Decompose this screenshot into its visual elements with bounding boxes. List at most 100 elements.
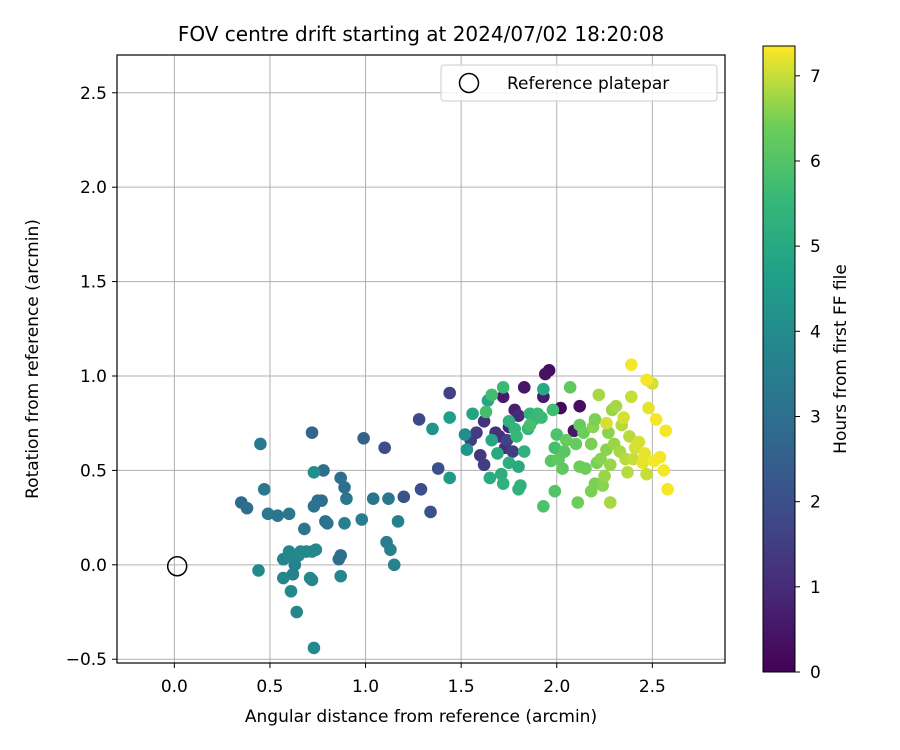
data-point — [640, 467, 653, 481]
data-point — [340, 492, 353, 506]
data-point — [632, 435, 646, 449]
data-point — [510, 430, 523, 443]
colorbar-tick-label: 1 — [810, 578, 821, 598]
data-point — [466, 407, 479, 421]
data-point — [305, 426, 319, 439]
data-point — [491, 447, 504, 460]
data-point — [625, 390, 638, 404]
data-point — [642, 401, 655, 415]
x-tick-label: 2.0 — [543, 677, 570, 697]
plot-frame — [116, 54, 726, 664]
data-point — [500, 433, 514, 447]
data-point — [307, 499, 321, 513]
data-point — [412, 413, 426, 426]
legend-marker-icon — [458, 72, 480, 94]
data-point — [502, 456, 516, 470]
data-point — [443, 471, 456, 485]
data-point — [592, 388, 606, 402]
data-point — [653, 450, 667, 464]
y-axis-ticks: −0.5 0.0 0.5 1.0 1.5 2.0 2.5 — [66, 84, 117, 670]
data-point — [307, 465, 321, 479]
data-point — [458, 428, 472, 441]
data-point — [477, 415, 491, 428]
data-point — [602, 426, 615, 439]
data-point — [309, 543, 323, 557]
data-point — [378, 441, 391, 455]
data-point — [594, 452, 608, 466]
data-point — [659, 424, 673, 438]
reference-platepar-marker — [166, 555, 188, 577]
data-point — [338, 516, 351, 530]
data-point — [640, 373, 653, 387]
x-tick-label: 1.5 — [448, 677, 475, 697]
colorbar-tick-label: 4 — [810, 322, 821, 342]
data-point — [517, 445, 531, 458]
data-point — [483, 471, 497, 485]
data-point — [506, 445, 520, 458]
y-tick-label: 1.0 — [80, 367, 107, 387]
data-point — [579, 462, 592, 475]
y-tick-label: 1.5 — [80, 273, 107, 293]
colorbar-tick-label: 5 — [810, 237, 821, 257]
data-point — [657, 464, 671, 477]
data-point — [257, 482, 271, 496]
data-point — [470, 426, 483, 439]
data-point — [334, 549, 347, 562]
data-point — [424, 505, 437, 519]
data-point — [603, 496, 617, 509]
data-point — [288, 558, 302, 572]
data-point — [387, 558, 401, 572]
data-point — [512, 409, 525, 422]
x-tick-label: 1.0 — [352, 677, 379, 697]
data-point — [334, 471, 347, 485]
data-point — [460, 443, 474, 456]
data-point — [626, 452, 640, 466]
x-tick-label: 2.5 — [639, 677, 666, 697]
data-point — [584, 437, 598, 451]
data-point — [496, 477, 510, 490]
data-point — [621, 465, 634, 479]
chart-title: FOV centre drift starting at 2024/07/02 … — [178, 22, 664, 46]
data-point — [512, 460, 525, 473]
data-point — [600, 416, 613, 430]
data-point — [284, 584, 298, 598]
data-point — [443, 411, 456, 424]
data-point — [558, 445, 571, 458]
data-points — [234, 358, 674, 655]
y-tick-label: 2.5 — [80, 84, 107, 104]
data-point — [638, 447, 651, 460]
data-point — [661, 482, 674, 496]
data-point — [573, 399, 586, 413]
data-point — [517, 381, 531, 394]
data-point — [538, 367, 552, 381]
data-point — [426, 422, 439, 436]
data-point — [431, 462, 445, 475]
data-point — [252, 564, 265, 577]
colorbar: 0 1 2 3 4 5 6 7 Hours from first FF file — [762, 45, 851, 683]
y-tick-label: 0.0 — [80, 556, 107, 576]
data-point — [550, 428, 564, 441]
y-tick-label: 2.0 — [80, 178, 107, 198]
data-point — [321, 516, 334, 530]
colorbar-tick-label: 3 — [810, 407, 821, 427]
data-point — [305, 573, 319, 587]
data-point — [271, 509, 284, 523]
data-point — [625, 358, 638, 371]
colorbar-tick-label: 2 — [810, 493, 821, 513]
data-point — [317, 464, 330, 477]
legend-label: Reference platepar — [507, 74, 669, 94]
data-point — [617, 411, 630, 424]
x-tick-label: 0.0 — [161, 677, 188, 697]
data-point — [382, 492, 395, 506]
data-point — [569, 437, 583, 451]
x-axis-ticks: 0.0 0.5 1.0 1.5 2.0 2.5 — [161, 663, 666, 697]
data-point — [623, 430, 636, 443]
data-point — [563, 381, 577, 394]
legend: Reference platepar — [440, 64, 718, 102]
data-point — [496, 390, 510, 404]
x-axis-label: Angular distance from reference (arcmin) — [245, 707, 597, 727]
data-point — [357, 432, 370, 445]
data-point — [355, 513, 369, 526]
data-point — [282, 507, 296, 521]
